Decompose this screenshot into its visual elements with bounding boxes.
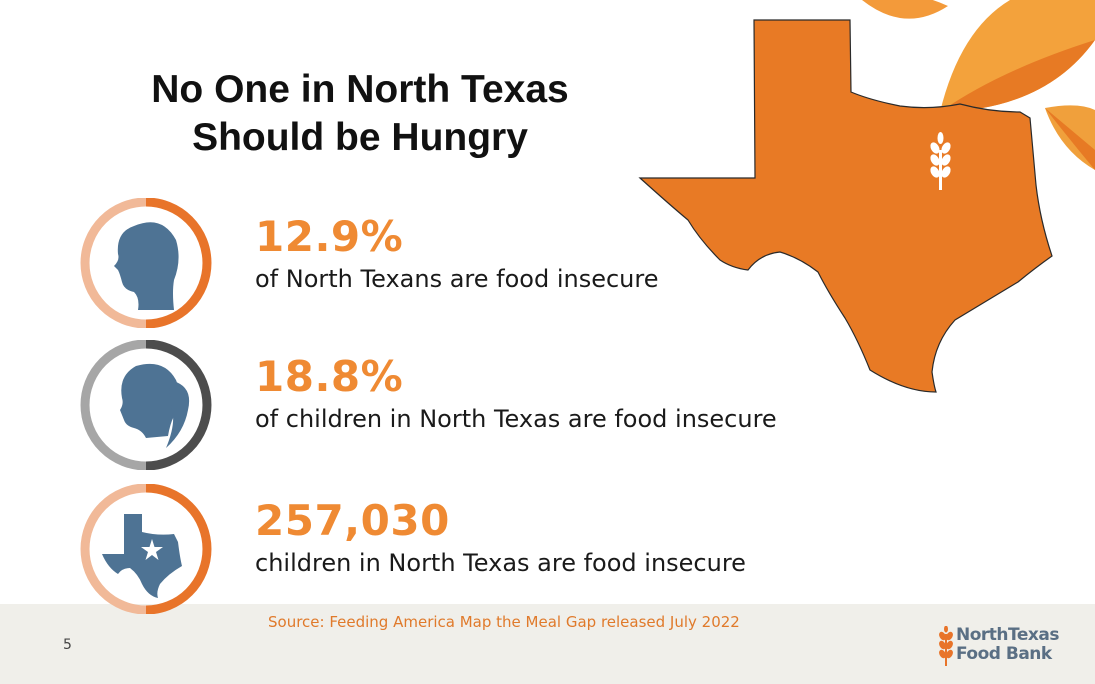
child-head-silhouette-icon: [80, 340, 212, 470]
stat-block-3: 257,030 children in North Texas are food…: [255, 496, 746, 578]
stat-value: 18.8%: [255, 352, 404, 401]
food-bank-logo: NorthTexas Food Bank: [936, 626, 1076, 668]
logo-line-2: Food Bank: [956, 644, 1052, 664]
stat-description: of children in North Texas are food inse…: [255, 405, 777, 433]
source-citation: Source: Feeding America Map the Meal Gap…: [268, 613, 740, 631]
stat-description: of North Texans are food insecure: [255, 265, 659, 293]
title-line-1: No One in North Texas: [151, 68, 569, 111]
page-number: 5: [63, 637, 72, 653]
logo-wheat-icon: [939, 626, 953, 666]
stat-value: 12.9%: [255, 212, 404, 261]
stat-block-2: 18.8% of children in North Texas are foo…: [255, 352, 777, 434]
adult-head-silhouette-icon: [80, 198, 212, 328]
wheat-icon: [930, 132, 951, 190]
title-line-2: Should be Hungry: [192, 116, 528, 159]
texas-shape-icon: [638, 19, 1053, 393]
stat-description: children in North Texas are food insecur…: [255, 549, 746, 577]
stat-value: 257,030: [255, 496, 450, 545]
footer-band: [0, 604, 1095, 684]
leaf-decoration-icon: [862, 0, 1095, 170]
slide-title: No One in North Texas Should be Hungry: [100, 66, 620, 162]
logo-text: NorthTexas Food Bank: [956, 626, 1059, 664]
logo-line-1: NorthTexas: [956, 625, 1059, 645]
texas-star-icon: [80, 484, 212, 614]
stat-block-1: 12.9% of North Texans are food insecure: [255, 212, 658, 294]
